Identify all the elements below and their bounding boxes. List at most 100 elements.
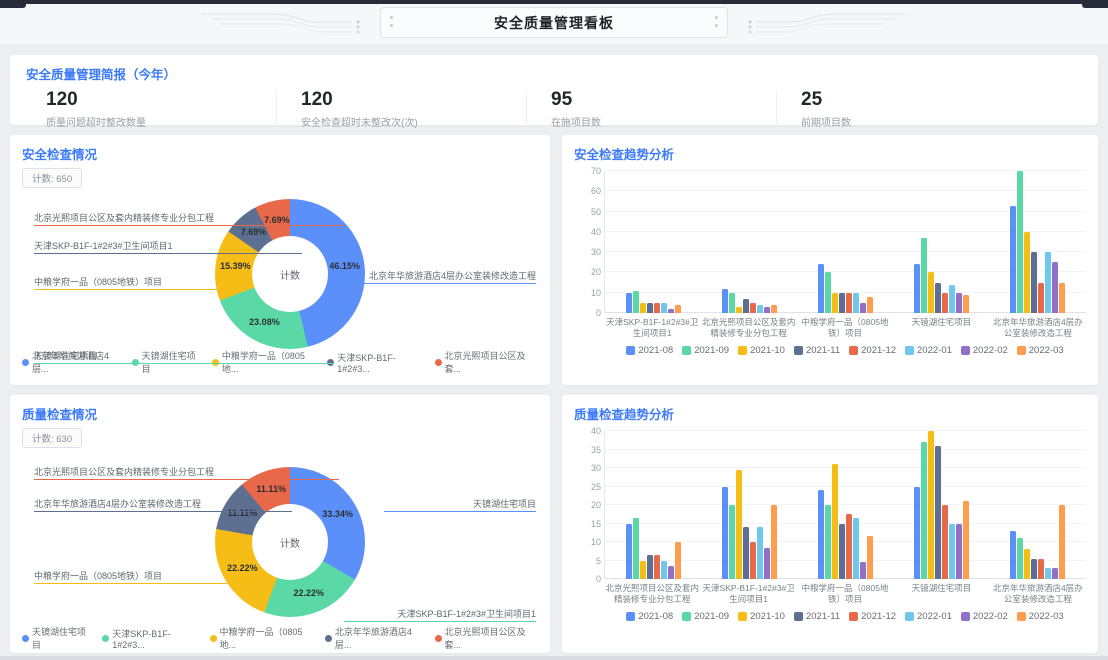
bar-2021-08[interactable]: [1010, 530, 1017, 579]
bar-2021-12[interactable]: [653, 302, 660, 313]
bar-2022-03[interactable]: [1059, 505, 1066, 579]
bar-2022-02[interactable]: [667, 566, 674, 579]
bar-2021-11[interactable]: [742, 527, 749, 579]
legend-item[interactable]: 2021-12: [849, 611, 896, 622]
legend-item[interactable]: 2022-01: [905, 345, 952, 356]
bar-2021-12[interactable]: [1038, 558, 1045, 579]
legend-item[interactable]: 天镜湖住宅项目: [22, 625, 92, 651]
bar-2021-08[interactable]: [721, 486, 728, 579]
bar-2021-11[interactable]: [935, 445, 942, 579]
legend-item[interactable]: 2022-03: [1016, 611, 1064, 622]
bar-2021-08[interactable]: [817, 490, 824, 579]
legend-item[interactable]: 2021-08: [626, 345, 673, 356]
bar-2021-10[interactable]: [735, 306, 742, 313]
bar-2022-02[interactable]: [859, 562, 866, 579]
bar-2022-01[interactable]: [756, 304, 763, 313]
bar-2021-08[interactable]: [1010, 205, 1017, 313]
bar-2021-12[interactable]: [845, 292, 852, 313]
bar-2022-01[interactable]: [949, 523, 956, 579]
bar-2021-08[interactable]: [914, 486, 921, 579]
bar-2021-11[interactable]: [838, 292, 845, 313]
bar-2022-01[interactable]: [852, 292, 859, 313]
legend-item[interactable]: 2021-11: [793, 611, 840, 622]
legend-item[interactable]: 2021-12: [849, 345, 896, 356]
legend-item[interactable]: 2021-11: [793, 345, 840, 356]
donut-chart[interactable]: 46.15% 23.08% 15.39% 7.69% 7.69% 计数: [215, 199, 365, 349]
bar-2022-01[interactable]: [1045, 567, 1052, 579]
bar-2022-02[interactable]: [1052, 567, 1059, 579]
bar-2021-11[interactable]: [742, 298, 749, 313]
bar-2021-10[interactable]: [831, 292, 838, 313]
legend-item[interactable]: 中粮学府一品（0805地...: [209, 625, 315, 651]
bar-2021-08[interactable]: [914, 264, 921, 313]
bar-2022-03[interactable]: [866, 536, 873, 579]
bar-2022-03[interactable]: [963, 501, 970, 579]
bar-2021-08[interactable]: [625, 292, 632, 313]
bar-2022-03[interactable]: [770, 304, 777, 313]
bar-2022-03[interactable]: [770, 505, 777, 579]
bar-2021-12[interactable]: [749, 542, 756, 579]
bar-2021-11[interactable]: [838, 523, 845, 579]
legend-item[interactable]: 北京光熙项目公区及套...: [434, 625, 538, 651]
bar-2021-10[interactable]: [928, 431, 935, 579]
legend-item[interactable]: 天津SKP-B1F-1#2#3...: [102, 625, 199, 651]
bar-2021-10[interactable]: [639, 302, 646, 313]
legend-item[interactable]: 2022-01: [905, 611, 952, 622]
bar-2021-08[interactable]: [625, 523, 632, 579]
bar-2022-02[interactable]: [667, 308, 674, 313]
bar-2021-09[interactable]: [824, 505, 831, 579]
bar-2021-10[interactable]: [735, 469, 742, 579]
bar-2021-09[interactable]: [632, 290, 639, 313]
bar-2021-12[interactable]: [942, 505, 949, 579]
bar-2021-09[interactable]: [1017, 538, 1024, 579]
legend-item[interactable]: 北京光熙项目公区及套...: [434, 349, 538, 375]
bar-2022-01[interactable]: [660, 560, 667, 579]
legend-item[interactable]: 天津SKP-B1F-1#2#3...: [327, 349, 424, 375]
bar-2021-11[interactable]: [646, 302, 653, 313]
bar-2022-03[interactable]: [866, 296, 873, 313]
bar-2021-10[interactable]: [1024, 231, 1031, 313]
legend-item[interactable]: 2021-10: [738, 345, 785, 356]
bar-2021-09[interactable]: [632, 517, 639, 579]
bar-2021-09[interactable]: [921, 442, 928, 579]
legend-item[interactable]: 北京年华旅游酒店4层...: [324, 625, 425, 651]
bar-2021-10[interactable]: [639, 560, 646, 579]
bar-2021-09[interactable]: [921, 237, 928, 313]
bar-2021-09[interactable]: [728, 292, 735, 313]
bar-2021-11[interactable]: [1031, 558, 1038, 579]
bar-2022-01[interactable]: [756, 527, 763, 579]
bar-2022-02[interactable]: [956, 292, 963, 313]
bar-2022-01[interactable]: [949, 284, 956, 313]
bar-2022-02[interactable]: [763, 547, 770, 579]
bar-2022-03[interactable]: [674, 304, 681, 313]
bar-2021-08[interactable]: [817, 264, 824, 313]
bar-2021-12[interactable]: [942, 292, 949, 313]
bar-2022-02[interactable]: [956, 523, 963, 579]
bar-2022-03[interactable]: [963, 294, 970, 313]
bar-2022-02[interactable]: [763, 306, 770, 313]
legend-item[interactable]: 2021-10: [738, 611, 785, 622]
bar-2022-01[interactable]: [852, 517, 859, 579]
legend-item[interactable]: 北京年华旅游酒店4层...: [22, 349, 122, 375]
legend-item[interactable]: 2022-02: [960, 345, 1008, 356]
bar-2021-09[interactable]: [1017, 171, 1024, 313]
bar-2021-12[interactable]: [845, 514, 852, 579]
bar-2021-10[interactable]: [928, 272, 935, 313]
bar-2022-03[interactable]: [674, 542, 681, 579]
bar-2022-03[interactable]: [1059, 282, 1066, 313]
bar-2022-02[interactable]: [1052, 262, 1059, 313]
bar-2021-12[interactable]: [653, 554, 660, 579]
bar-2021-11[interactable]: [1031, 252, 1038, 313]
legend-item[interactable]: 2022-02: [960, 611, 1008, 622]
bar-2021-11[interactable]: [646, 554, 653, 579]
bar-2021-09[interactable]: [824, 272, 831, 313]
donut-chart[interactable]: 33.34% 22.22% 22.22% 11.11% 11.11% 计数: [215, 467, 365, 617]
bar-2021-08[interactable]: [721, 288, 728, 313]
bar-2022-01[interactable]: [1045, 252, 1052, 313]
bar-2021-10[interactable]: [831, 464, 838, 579]
bar-2022-01[interactable]: [660, 302, 667, 313]
bar-2022-02[interactable]: [859, 302, 866, 313]
legend-item[interactable]: 2021-08: [626, 611, 673, 622]
legend-item[interactable]: 2021-09: [682, 611, 729, 622]
bar-2021-10[interactable]: [1024, 549, 1031, 579]
